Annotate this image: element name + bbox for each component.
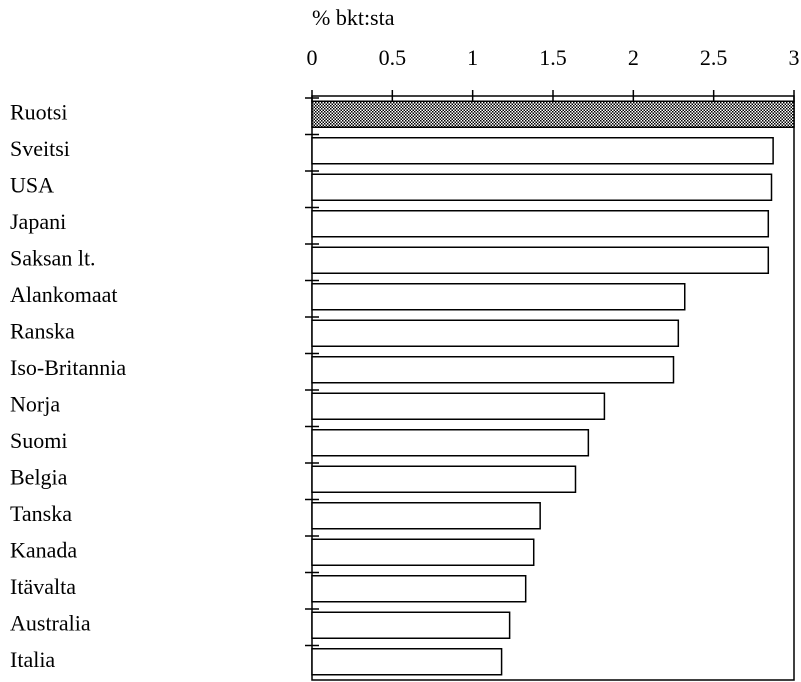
y-tick-label: Australia [10, 610, 91, 635]
bar [311, 465, 577, 493]
y-tick-label: Norja [10, 391, 60, 416]
y-tick-label: Alankomaat [10, 282, 118, 307]
bar [311, 100, 795, 128]
bar [311, 283, 686, 311]
x-tick-label: 1 [467, 45, 478, 70]
bar [311, 173, 773, 201]
x-tick-label: 1.5 [539, 45, 567, 70]
y-tick-label: Itävalta [10, 574, 76, 599]
bar [311, 429, 590, 457]
bar [311, 246, 770, 274]
bar [311, 319, 680, 347]
x-tick-label: 0.5 [379, 45, 407, 70]
y-tick-label: Suomi [10, 428, 67, 453]
bar [311, 538, 535, 566]
y-tick-label: Kanada [10, 537, 77, 562]
y-tick-label: Italia [10, 647, 55, 672]
bar [311, 356, 675, 384]
y-tick-label: Belgia [10, 464, 68, 489]
bar [311, 648, 503, 676]
y-tick-label: Tanska [10, 501, 72, 526]
bar [311, 575, 527, 603]
x-tick-label: 2.5 [700, 45, 728, 70]
x-tick-label: 3 [789, 45, 800, 70]
y-tick-label: Ranska [10, 318, 75, 343]
y-tick-label: USA [10, 172, 54, 197]
bar [311, 611, 511, 639]
bar [311, 210, 770, 238]
y-tick-label: Saksan lt. [10, 245, 96, 270]
bar [311, 392, 606, 420]
y-tick-label: Ruotsi [10, 99, 67, 124]
bar [311, 502, 541, 530]
y-tick-label: Sveitsi [10, 136, 70, 161]
bar [311, 137, 774, 165]
axis-label: % bkt:sta [312, 5, 395, 30]
x-tick-label: 2 [628, 45, 639, 70]
y-tick-label: Iso-Britannia [10, 355, 126, 380]
x-tick-label: 0 [307, 45, 318, 70]
y-tick-label: Japani [10, 209, 66, 234]
